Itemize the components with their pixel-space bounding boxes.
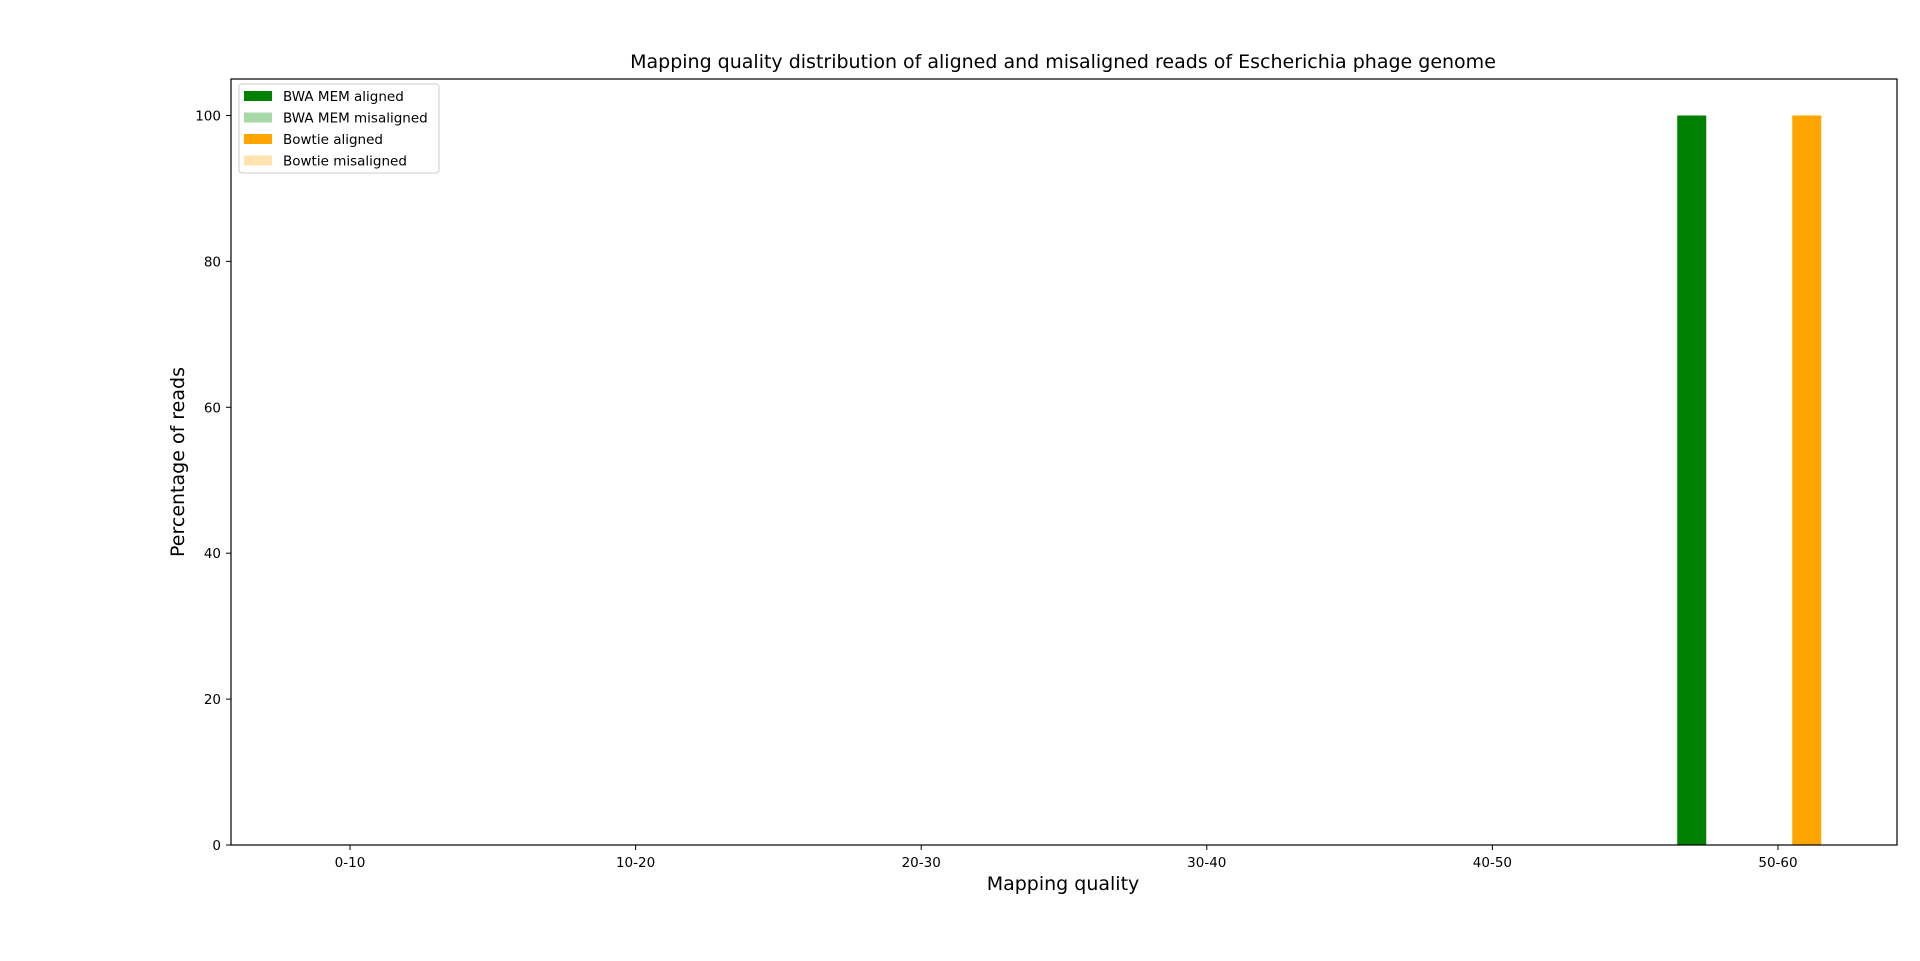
y-tick-label: 20: [204, 692, 221, 708]
y-tick-label: 80: [204, 254, 221, 270]
x-tick-label: 20-30: [902, 855, 941, 871]
x-tick-label: 10-20: [616, 855, 655, 871]
x-tick-label: 0-10: [335, 855, 366, 871]
y-tick-label: 60: [204, 400, 221, 416]
chart-title: Mapping quality distribution of aligned …: [630, 51, 1496, 73]
plot-area: [1677, 115, 1822, 845]
x-tick-label: 50-60: [1758, 855, 1797, 871]
legend-label: BWA MEM misaligned: [283, 111, 428, 127]
legend-label: BWA MEM aligned: [283, 89, 404, 105]
y-tick-label: 100: [195, 108, 221, 124]
legend-label: Bowtie misaligned: [283, 154, 407, 170]
bar-bowtie-aligned-50-60: [1792, 115, 1822, 845]
y-tick-label: 40: [204, 546, 221, 562]
x-tick-label: 30-40: [1187, 855, 1226, 871]
x-axis: 0-10 10-20 20-30 30-40 40-50 50-60: [335, 845, 1798, 871]
y-tick-label: 0: [212, 838, 221, 854]
legend-swatch: [244, 112, 272, 123]
legend: BWA MEM aligned BWA MEM misaligned Bowtie …: [238, 83, 440, 174]
plot-frame: [230, 78, 1898, 846]
legend-swatch: [244, 134, 272, 144]
y-axis-title: Percentage of reads: [167, 367, 189, 557]
y-axis: 0 20 40 60 80 100: [195, 108, 231, 854]
legend-label: Bowtie aligned: [283, 132, 383, 148]
x-tick-label: 40-50: [1473, 855, 1512, 871]
legend-swatch: [244, 91, 272, 101]
legend-swatch: [244, 155, 272, 166]
bar-bwa-mem-aligned-50-60: [1677, 115, 1707, 845]
x-axis-title: Mapping quality: [987, 873, 1140, 895]
legend-box: [238, 83, 440, 174]
